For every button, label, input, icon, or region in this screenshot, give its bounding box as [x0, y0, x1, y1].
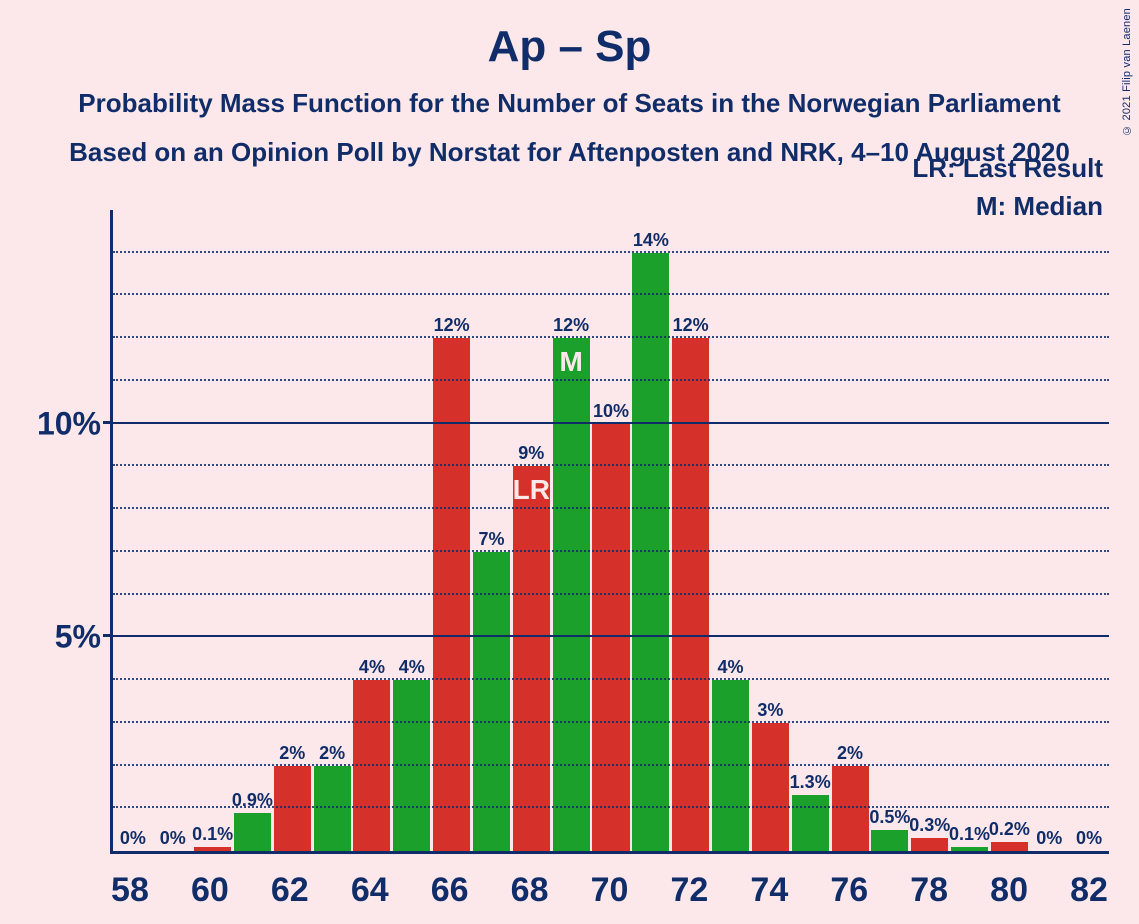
- x-axis-labels: 58 60 62 64 66 68 70 72 74 76 78 80 82: [110, 866, 1109, 910]
- gridline: [113, 721, 1109, 723]
- bar-value-label: 7%: [478, 529, 504, 552]
- y-axis-tick-label: 10%: [37, 405, 113, 442]
- copyright-text: © 2021 Filip van Laenen: [1121, 8, 1133, 136]
- chart-title: Ap – Sp: [0, 0, 1139, 72]
- bar-annotation-m: M: [559, 346, 582, 378]
- bar-value-label: 4%: [717, 657, 743, 680]
- gridline: [113, 678, 1109, 680]
- bar-value-label: 9%: [518, 443, 544, 466]
- bar-value-label: 2%: [319, 743, 345, 766]
- bar-value-label: 14%: [633, 230, 669, 253]
- gridline: [113, 251, 1109, 253]
- x-axis-tick-label: 80: [990, 871, 1028, 910]
- bar-value-label: 10%: [593, 401, 629, 424]
- chart-area: LR: Last Result M: Median 0%0%0.1%0.9%2%…: [110, 210, 1109, 854]
- bar-seat-60: 0.1%: [194, 847, 231, 851]
- bar-value-label: 0%: [120, 828, 146, 851]
- y-axis-tick-label: 5%: [55, 619, 113, 656]
- bar-value-label: 2%: [279, 743, 305, 766]
- x-axis-tick-label: 78: [910, 871, 948, 910]
- bar-value-label: 0.1%: [949, 824, 990, 847]
- bar-seat-79: 0.1%: [951, 847, 988, 851]
- x-axis-tick-label: 68: [511, 871, 549, 910]
- x-axis-tick-label: 74: [750, 871, 788, 910]
- bar-seat-80: 0.2%: [991, 842, 1028, 851]
- bar-value-label: 12%: [434, 315, 470, 338]
- bar-value-label: 0%: [160, 828, 186, 851]
- y-axis-tick-mark: [103, 421, 113, 424]
- x-axis-tick-label: 58: [111, 871, 149, 910]
- x-axis-tick-label: 82: [1070, 871, 1108, 910]
- bar-seat-74: 3%: [752, 723, 789, 851]
- chart-subtitle-1: Probability Mass Function for the Number…: [0, 86, 1139, 121]
- bar-value-label: 0.3%: [909, 815, 950, 838]
- gridline: [113, 635, 1109, 637]
- bar-seat-68: 9%LR: [513, 466, 550, 851]
- x-axis-tick-label: 64: [351, 871, 389, 910]
- gridline: [113, 550, 1109, 552]
- bar-value-label: 0.9%: [232, 790, 273, 813]
- bar-value-label: 0%: [1076, 828, 1102, 851]
- x-axis-tick-label: 66: [431, 871, 469, 910]
- bar-value-label: 0%: [1036, 828, 1062, 851]
- gridline: [113, 293, 1109, 295]
- bar-seat-77: 0.5%: [871, 830, 908, 851]
- bar-value-label: 4%: [359, 657, 385, 680]
- gridline: [113, 507, 1109, 509]
- gridline: [113, 593, 1109, 595]
- gridline: [113, 464, 1109, 466]
- legend-lr: LR: Last Result: [912, 150, 1103, 188]
- bars-container: 0%0%0.1%0.9%2%2%4%4%12%7%9%LR12%M10%14%1…: [113, 210, 1109, 851]
- gridline: [113, 422, 1109, 424]
- bar-value-label: 3%: [757, 700, 783, 723]
- bar-value-label: 12%: [553, 315, 589, 338]
- y-axis-tick-mark: [103, 634, 113, 637]
- bar-value-label: 0.5%: [869, 807, 910, 830]
- bar-value-label: 4%: [399, 657, 425, 680]
- bar-value-label: 2%: [837, 743, 863, 766]
- gridline: [113, 336, 1109, 338]
- bar-value-label: 12%: [673, 315, 709, 338]
- bar-seat-78: 0.3%: [911, 838, 948, 851]
- bar-seat-61: 0.9%: [234, 813, 271, 851]
- bar-value-label: 1.3%: [790, 772, 831, 795]
- gridline: [113, 379, 1109, 381]
- bar-seat-75: 1.3%: [792, 795, 829, 851]
- bar-value-label: 0.1%: [192, 824, 233, 847]
- x-axis-tick-label: 62: [271, 871, 309, 910]
- plot-region: 0%0%0.1%0.9%2%2%4%4%12%7%9%LR12%M10%14%1…: [110, 210, 1109, 854]
- gridline: [113, 764, 1109, 766]
- x-axis-tick-label: 60: [191, 871, 229, 910]
- x-axis-tick-label: 70: [591, 871, 629, 910]
- bar-annotation-lr: LR: [513, 474, 550, 506]
- x-axis-tick-label: 72: [670, 871, 708, 910]
- bar-value-label: 0.2%: [989, 819, 1030, 842]
- x-axis-tick-label: 76: [830, 871, 868, 910]
- gridline: [113, 806, 1109, 808]
